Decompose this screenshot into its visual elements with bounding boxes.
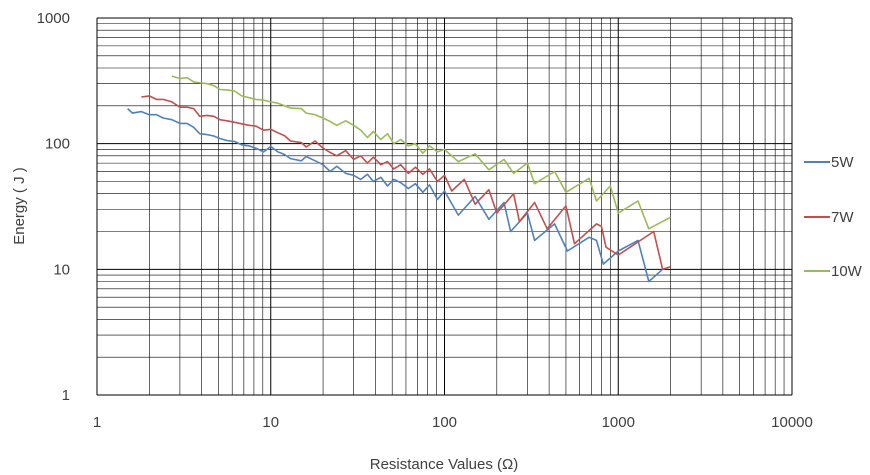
- x-tick-label: 1000: [602, 414, 635, 431]
- x-tick-label: 10: [262, 414, 279, 431]
- y-tick-label: 1000: [37, 10, 70, 27]
- x-tick-label: 1: [93, 414, 101, 431]
- y-tick-label: 1: [62, 387, 70, 404]
- legend-label-7w: 7W: [831, 209, 854, 226]
- legend: 5W 7W 10W: [804, 154, 863, 280]
- series-line-10w: [171, 75, 671, 230]
- x-tick-label: 10000: [771, 414, 813, 431]
- legend-label-5w: 5W: [831, 154, 854, 171]
- y-axis-ticks: 1 10 100 1000: [37, 10, 70, 404]
- series-line-5w: [127, 108, 664, 283]
- y-axis-title: Energy ( J ): [11, 167, 28, 245]
- y-tick-label: 100: [45, 136, 70, 153]
- x-axis-ticks: 1 10 100 1000 10000: [93, 414, 813, 431]
- series-layer: [127, 75, 671, 283]
- x-tick-label: 100: [432, 414, 457, 431]
- y-tick-label: 10: [53, 261, 70, 278]
- plot-grid: [96, 17, 793, 396]
- x-axis-title: Resistance Values (Ω): [370, 456, 519, 473]
- series-line-7w: [141, 95, 671, 271]
- legend-label-10w: 10W: [831, 263, 863, 280]
